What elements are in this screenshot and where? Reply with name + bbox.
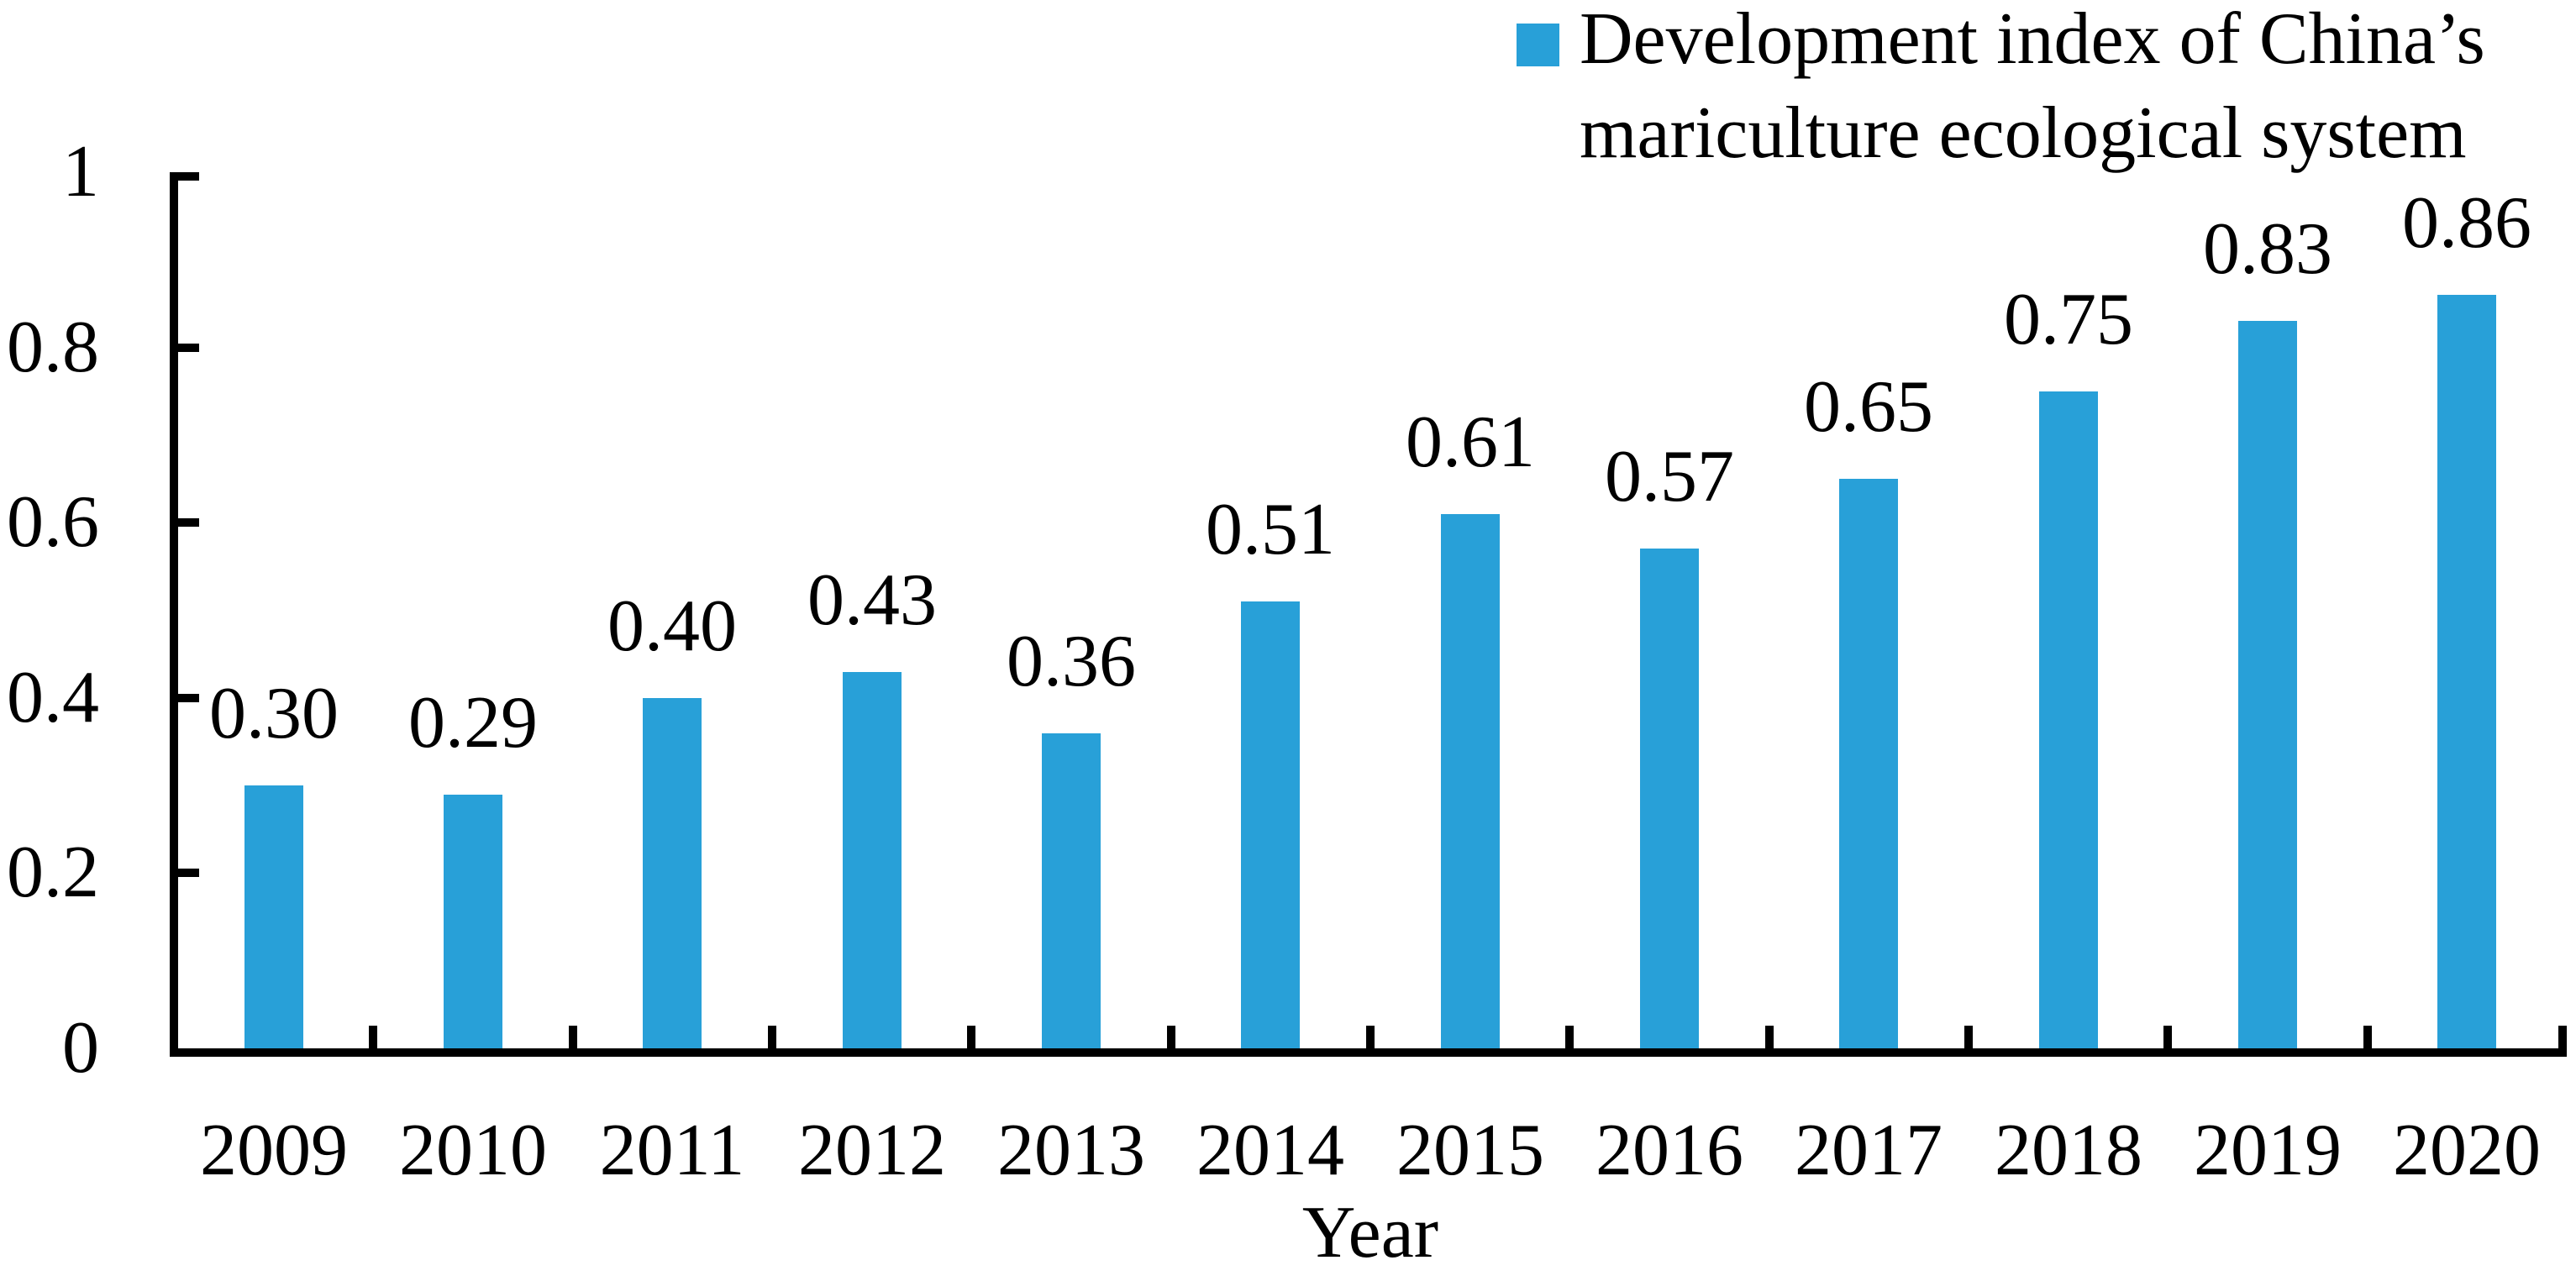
bar-value-label-2014: 0.51 xyxy=(1206,489,1335,570)
bar-value-label-2010: 0.29 xyxy=(408,682,538,764)
x-axis-tick xyxy=(1765,1026,1774,1048)
x-tick-label-2009: 2009 xyxy=(200,1110,348,1191)
bar-2018 xyxy=(2039,391,2098,1048)
bar-value-label-2011: 0.40 xyxy=(607,585,737,667)
y-tick-label: 0.8 xyxy=(7,307,99,388)
x-tick-label-2017: 2017 xyxy=(1795,1110,1943,1191)
x-axis-line xyxy=(170,1048,2567,1057)
x-tick-label-2016: 2016 xyxy=(1596,1110,1743,1191)
x-axis-tick xyxy=(2363,1026,2372,1048)
bar-value-label-2012: 0.43 xyxy=(807,559,937,641)
x-tick-label-2018: 2018 xyxy=(1995,1110,2142,1191)
y-axis-tick xyxy=(170,694,199,702)
y-tick-label: 1 xyxy=(62,131,99,213)
legend-swatch-icon xyxy=(1517,24,1559,66)
x-tick-label-2015: 2015 xyxy=(1396,1110,1544,1191)
y-axis-tick xyxy=(170,172,199,181)
y-tick-label: 0.4 xyxy=(7,657,99,738)
bar-2019 xyxy=(2238,321,2297,1048)
bar-2009 xyxy=(244,785,303,1048)
bar-2015 xyxy=(1441,514,1500,1048)
bar-value-label-2015: 0.61 xyxy=(1406,402,1535,483)
x-axis-tick xyxy=(1366,1026,1375,1048)
x-axis-tick xyxy=(369,1026,377,1048)
y-axis-tick xyxy=(170,869,199,877)
bar-2020 xyxy=(2437,295,2496,1048)
bar-value-label-2018: 0.75 xyxy=(2004,279,2133,360)
bar-2013 xyxy=(1042,733,1101,1048)
x-axis-tick xyxy=(569,1026,577,1048)
y-axis-tick xyxy=(170,344,199,352)
x-tick-label-2014: 2014 xyxy=(1196,1110,1344,1191)
bar-2014 xyxy=(1241,601,1300,1048)
bar-value-label-2009: 0.30 xyxy=(209,673,339,754)
bar-2011 xyxy=(643,698,702,1048)
bar-value-label-2013: 0.36 xyxy=(1007,621,1136,702)
bar-value-label-2020: 0.86 xyxy=(2402,182,2531,264)
x-axis-tick xyxy=(2163,1026,2172,1048)
bar-2017 xyxy=(1839,479,1898,1048)
y-tick-label: 0.2 xyxy=(7,832,99,913)
legend: Development index of China’s mariculture… xyxy=(0,0,2576,210)
x-axis-tick xyxy=(1565,1026,1574,1048)
x-axis-tick xyxy=(768,1026,776,1048)
x-axis-tick xyxy=(1964,1026,1973,1048)
bar-2012 xyxy=(843,672,902,1048)
x-axis-tick xyxy=(1167,1026,1175,1048)
bar-value-label-2016: 0.57 xyxy=(1605,436,1734,517)
x-tick-label-2020: 2020 xyxy=(2393,1110,2541,1191)
bar-value-label-2017: 0.65 xyxy=(1804,366,1933,448)
x-axis-tick xyxy=(967,1026,975,1048)
bar-value-label-2019: 0.83 xyxy=(2203,208,2332,290)
y-tick-label: 0.6 xyxy=(7,481,99,563)
x-tick-label-2019: 2019 xyxy=(2194,1110,2342,1191)
x-tick-label-2010: 2010 xyxy=(399,1110,547,1191)
x-axis-title: Year xyxy=(1301,1192,1439,1273)
x-tick-label-2012: 2012 xyxy=(798,1110,946,1191)
bar-2016 xyxy=(1640,549,1699,1048)
legend-series-label: Development index of China’s mariculture… xyxy=(1580,0,2576,181)
y-tick-label: 0 xyxy=(62,1007,99,1089)
legend-label-line-2: mariculture ecological system xyxy=(1580,92,2467,174)
x-tick-label-2011: 2011 xyxy=(599,1110,745,1191)
x-axis-tick xyxy=(2558,1026,2567,1048)
y-axis-line xyxy=(170,172,178,1057)
bar-2010 xyxy=(444,795,502,1048)
y-axis-tick xyxy=(170,518,199,527)
x-tick-label-2013: 2013 xyxy=(997,1110,1145,1191)
legend-label-line-1: Development index of China’s xyxy=(1580,0,2485,80)
